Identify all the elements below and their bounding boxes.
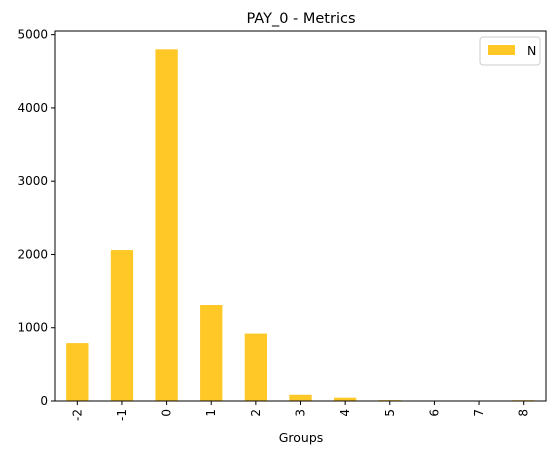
x-tick-label-1: 1 [204,409,218,417]
x-tick-label--1: -1 [115,409,129,421]
bar--2 [66,343,89,401]
plot-area [54,30,547,402]
y-axis: 0 1000 2000 3000 4000 5000 [17,28,55,408]
y-tick-label-3000: 3000 [17,174,48,188]
bar-1 [200,305,223,401]
x-tick-label-2: 2 [249,409,263,417]
x-axis-label: Groups [279,430,324,445]
x-tick-label-7: 7 [472,409,486,417]
bars-group [66,49,535,401]
x-tick-label-6: 6 [427,409,441,417]
y-tick-label-2000: 2000 [17,247,48,261]
x-tick-label--2: -2 [70,409,84,421]
x-tick-label-3: 3 [294,409,308,417]
y-tick-label-4000: 4000 [17,101,48,115]
x-tick-label-0: 0 [160,409,174,417]
x-tick-label-4: 4 [338,409,352,417]
x-tick-label-5: 5 [383,409,397,417]
y-tick-label-1000: 1000 [17,321,48,335]
legend-label: N [527,43,536,58]
bar-0 [155,49,178,401]
bar-2 [244,333,268,401]
bar-4 [333,397,357,401]
x-axis: -2 -1 0 1 2 3 4 5 6 7 8 [70,401,531,421]
legend: N [479,36,541,66]
x-tick-label-8: 8 [517,409,531,417]
bar-3 [289,394,312,401]
y-tick-label-0: 0 [40,394,48,408]
chart-title: PAY_0 - Metrics [246,11,355,27]
y-tick-label-5000: 5000 [17,28,48,42]
legend-swatch [488,45,515,55]
bar--1 [110,250,134,401]
